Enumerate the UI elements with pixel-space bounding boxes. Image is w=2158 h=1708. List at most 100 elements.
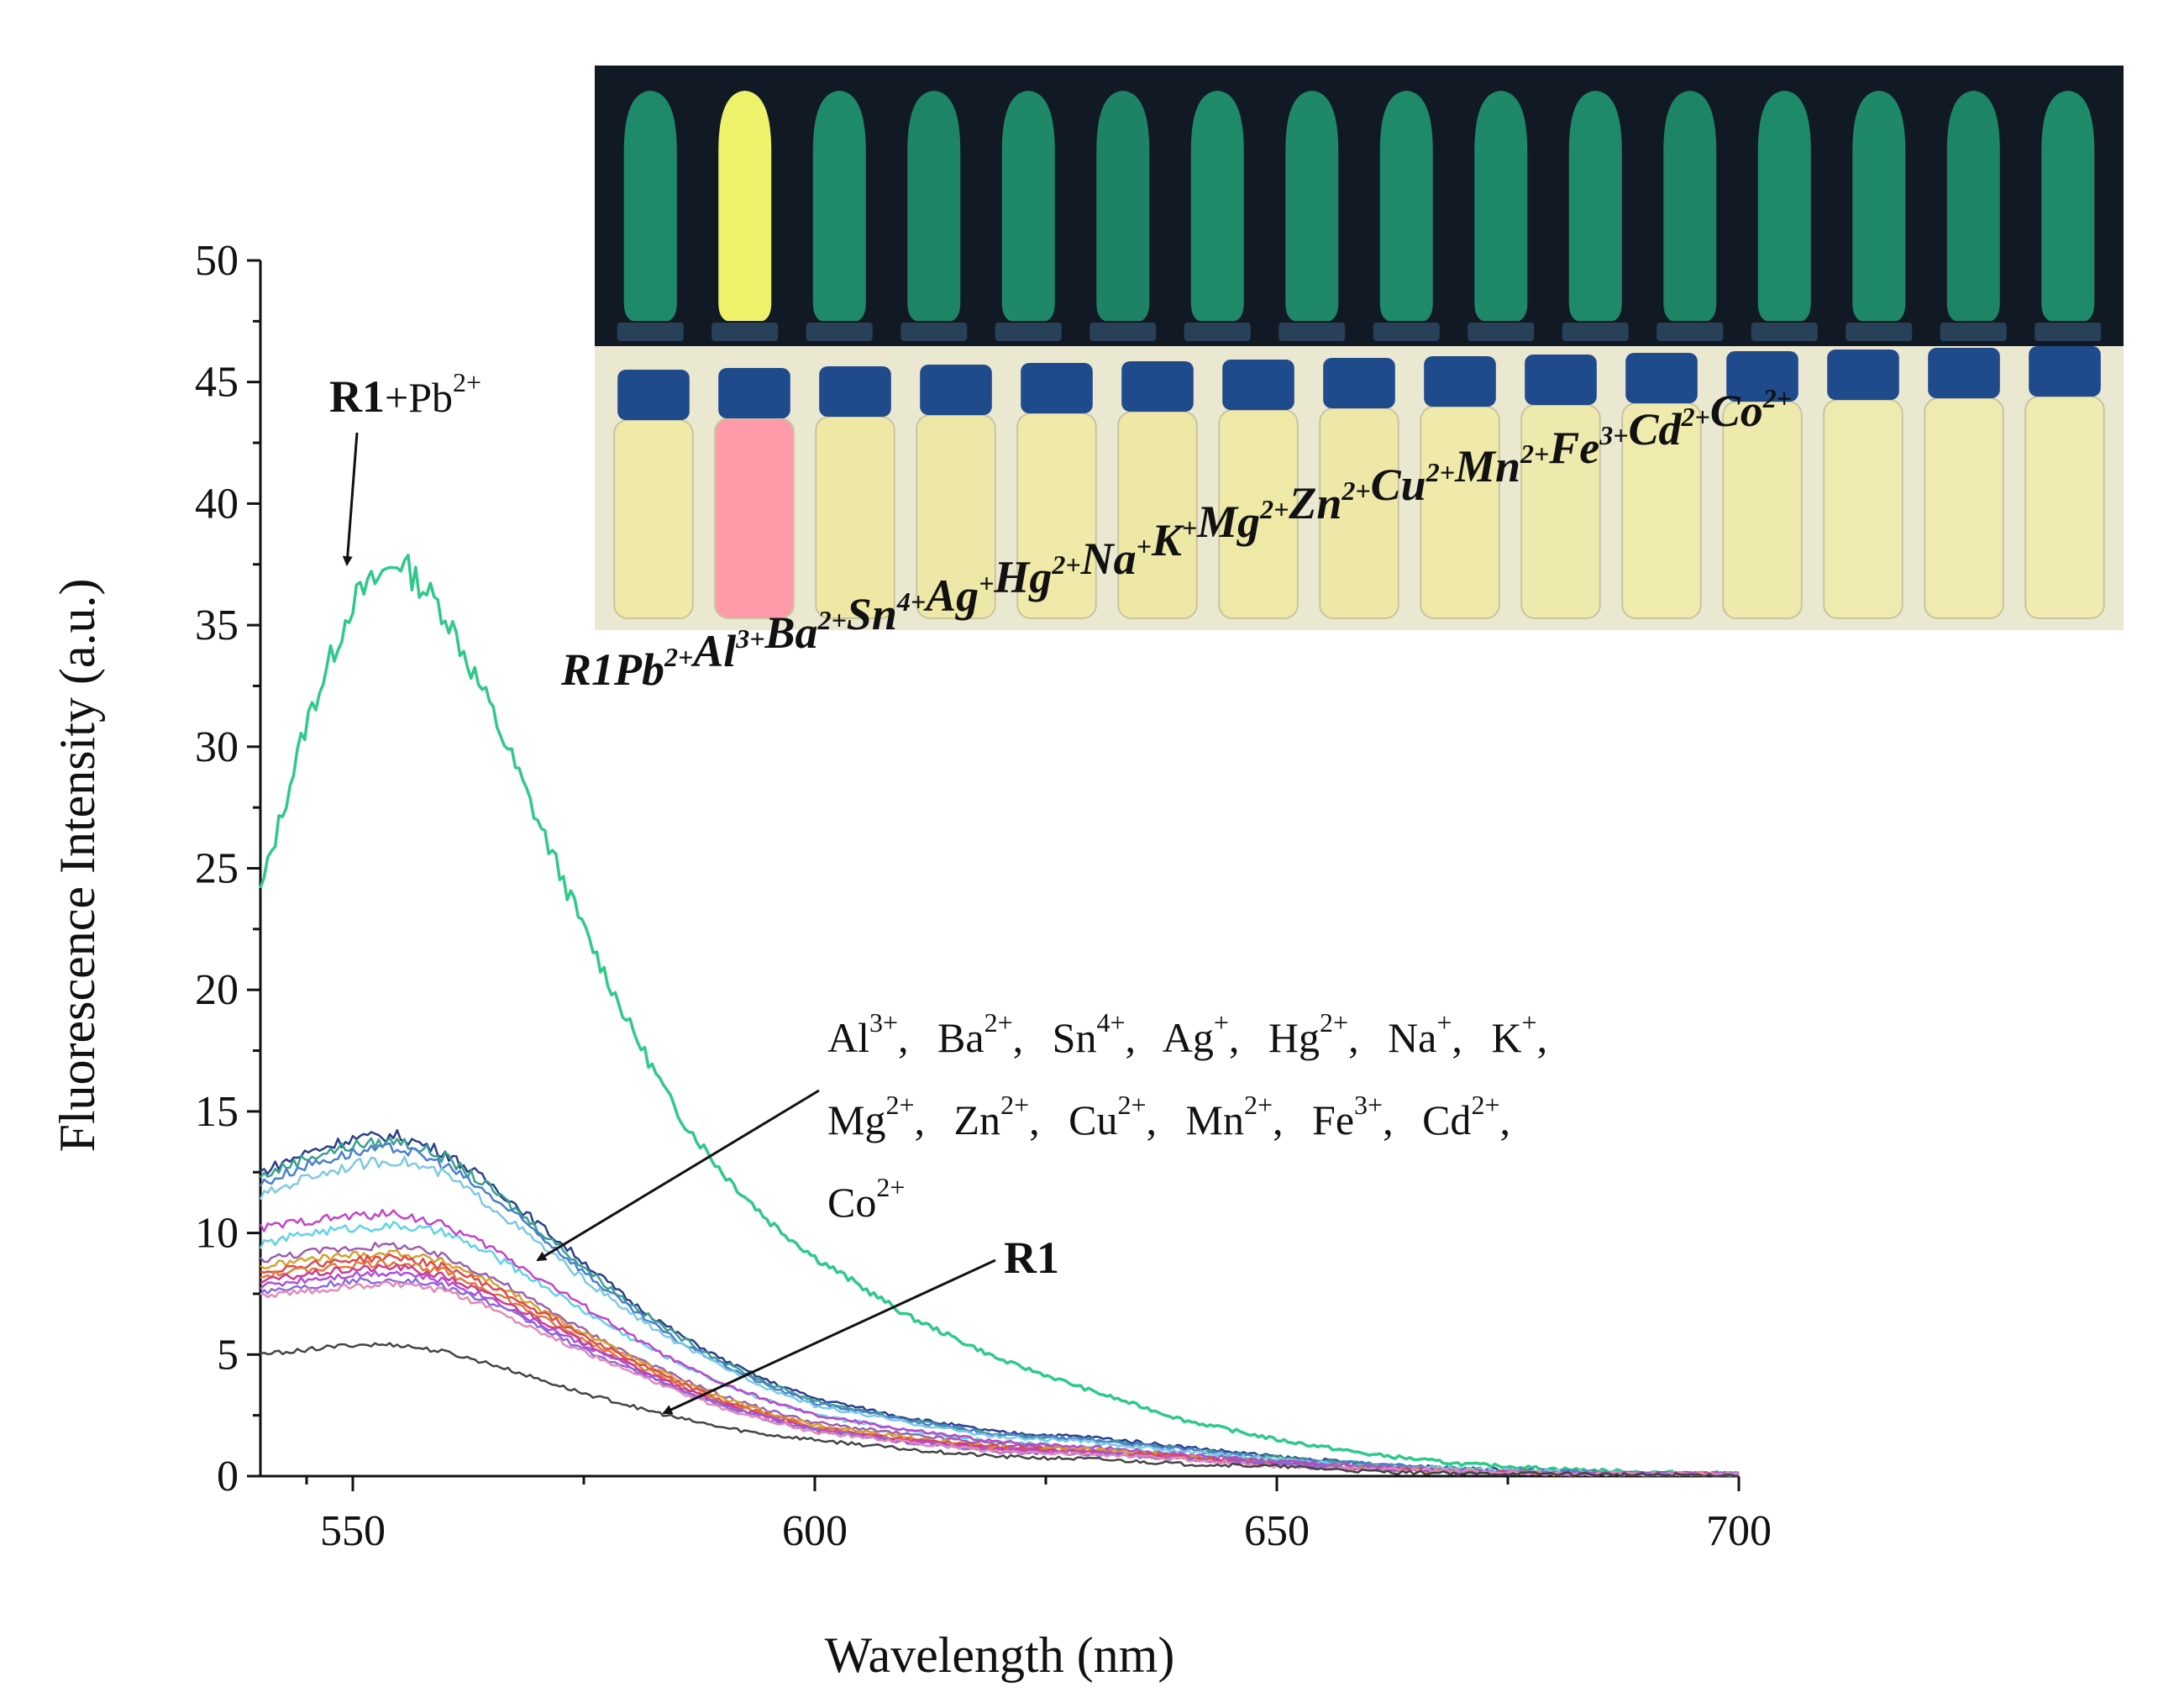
ion-base: Mg bbox=[827, 1096, 885, 1143]
ions-arrow bbox=[536, 1089, 820, 1262]
series-line bbox=[260, 1280, 1740, 1477]
ions-label-line3: Co2+ bbox=[827, 1172, 905, 1226]
vial-body bbox=[613, 419, 694, 619]
uv-tube-cap bbox=[1657, 323, 1724, 341]
ion-separator: , bbox=[915, 1096, 926, 1143]
uv-tube bbox=[1852, 91, 1906, 321]
series-line bbox=[260, 1276, 1740, 1477]
tube-label: Ag bbox=[923, 570, 979, 621]
ion-charge: 2+ bbox=[1117, 1090, 1146, 1120]
vial-cap bbox=[1726, 351, 1798, 402]
ion-charge: 4+ bbox=[1096, 1007, 1125, 1038]
ion-separator: , bbox=[1383, 1096, 1394, 1143]
ion-separator: , bbox=[1229, 1014, 1240, 1061]
uv-tube bbox=[1946, 91, 2000, 321]
vial-cap bbox=[1525, 355, 1597, 405]
ion-gap bbox=[1302, 1096, 1313, 1143]
tube-label: Sn bbox=[847, 589, 897, 639]
y-tick-label: 30 bbox=[195, 723, 239, 771]
tube-label-charge: 2+ bbox=[1680, 402, 1709, 432]
ion-gap bbox=[1481, 1014, 1492, 1061]
ion-separator: , bbox=[1147, 1096, 1158, 1143]
series-line bbox=[259, 1142, 1740, 1477]
tube-label-charge: + bbox=[1182, 512, 1197, 543]
y-tick-label: 0 bbox=[217, 1453, 239, 1500]
ion-charge: 2+ bbox=[876, 1172, 905, 1202]
series-line bbox=[259, 554, 1740, 1477]
tube-label: Ba bbox=[764, 607, 818, 658]
ions-label-line1: Al3+, Ba2+, Sn4+, Ag+, Hg2+, Na+, K+, bbox=[827, 1007, 1547, 1061]
y-tick-label: 20 bbox=[195, 966, 239, 1014]
ion-separator: , bbox=[1348, 1014, 1359, 1061]
ion-separator: , bbox=[1126, 1014, 1137, 1061]
uv-tube bbox=[1474, 91, 1528, 321]
ion-charge: 2+ bbox=[1471, 1090, 1499, 1120]
ion-base: Fe bbox=[1312, 1096, 1354, 1143]
vial-cap bbox=[920, 365, 992, 415]
ion-base: Co bbox=[827, 1179, 876, 1226]
y-axis-title: Fluorescence Intensity (a.u.) bbox=[50, 578, 105, 1152]
vial-body bbox=[1823, 399, 1903, 619]
uv-tube-cap bbox=[711, 323, 779, 341]
ion-base: Cu bbox=[1068, 1096, 1117, 1143]
tube-label-charge: 2+ bbox=[1341, 476, 1370, 506]
ion-gap bbox=[1042, 1014, 1053, 1061]
vial-cap bbox=[1222, 360, 1294, 410]
ion-separator: , bbox=[1537, 1014, 1548, 1061]
ion-charge: 2+ bbox=[885, 1090, 914, 1120]
tube-labels: R1Pb2+Al3+Ba2+Sn4+Ag+Hg2+Na+K+Mg2+Zn2+Cu… bbox=[560, 383, 1792, 695]
ion-separator: , bbox=[1499, 1096, 1510, 1143]
tube-label-charge: 4+ bbox=[896, 586, 926, 617]
tube-label: R1 bbox=[560, 644, 614, 695]
uv-tubes bbox=[617, 91, 2102, 341]
ion-base: Sn bbox=[1053, 1014, 1097, 1061]
tube-label: Pb bbox=[613, 644, 664, 695]
ion-gap bbox=[943, 1096, 954, 1143]
ion-base: Ag bbox=[1163, 1014, 1214, 1061]
tube-label-charge: 2+ bbox=[1051, 549, 1080, 580]
uv-tube bbox=[1568, 91, 1622, 321]
ion-charge: 2+ bbox=[1244, 1090, 1273, 1120]
ion-base: Mn bbox=[1186, 1096, 1244, 1143]
x-tick-label: 600 bbox=[782, 1507, 848, 1555]
tube-label-charge: 2+ bbox=[817, 605, 847, 635]
vial-cap bbox=[1424, 356, 1496, 407]
uv-tube bbox=[907, 91, 961, 321]
uv-tube-cap bbox=[1468, 323, 1535, 341]
vial-cap bbox=[1121, 361, 1194, 412]
ion-gap bbox=[1378, 1014, 1389, 1061]
uv-tube-cap bbox=[900, 323, 968, 341]
uv-tube-cap bbox=[1751, 323, 1818, 341]
ion-gap bbox=[927, 1014, 938, 1061]
uv-tube bbox=[1757, 91, 1811, 321]
pb-label-main: R1 bbox=[329, 371, 385, 422]
ion-base: Zn bbox=[954, 1096, 1001, 1143]
tube-label-charge: 2+ bbox=[1520, 439, 1549, 469]
tube-label-charge: 2+ bbox=[1426, 457, 1455, 487]
ion-gap bbox=[1258, 1014, 1268, 1061]
annotations: R1+Pb2+ Al3+, Ba2+, Sn4+, Ag+, Hg2+, Na+… bbox=[329, 367, 1547, 1415]
daylight-vials bbox=[613, 346, 2105, 619]
uv-tube bbox=[1285, 91, 1339, 321]
y-tick-label: 50 bbox=[195, 237, 239, 285]
ion-base: K bbox=[1491, 1014, 1521, 1061]
ion-gap bbox=[1058, 1096, 1069, 1143]
tube-label: Mn bbox=[1454, 441, 1520, 491]
ion-gap bbox=[1154, 1014, 1163, 1061]
uv-tube-cap bbox=[2035, 323, 2102, 341]
ion-charge: 3+ bbox=[1354, 1090, 1383, 1120]
tube-label: Na bbox=[1080, 533, 1137, 584]
vial-cap bbox=[1625, 353, 1698, 403]
ion-separator: , bbox=[1013, 1014, 1024, 1061]
vial-cap bbox=[2029, 346, 2101, 397]
ion-charge: + bbox=[1214, 1007, 1229, 1038]
ions-label-line2: Mg2+, Zn2+, Cu2+, Mn2+, Fe3+, Cd2+, bbox=[827, 1090, 1510, 1143]
x-ticks: 550 600 650 700 bbox=[305, 1476, 1772, 1555]
uv-tube-cap bbox=[1373, 323, 1440, 341]
series-line bbox=[259, 1155, 1740, 1477]
y-tick-label: 40 bbox=[195, 480, 239, 528]
uv-tube-cap bbox=[995, 323, 1062, 341]
uv-tube bbox=[812, 91, 866, 321]
uv-tube-cap bbox=[1090, 323, 1157, 341]
